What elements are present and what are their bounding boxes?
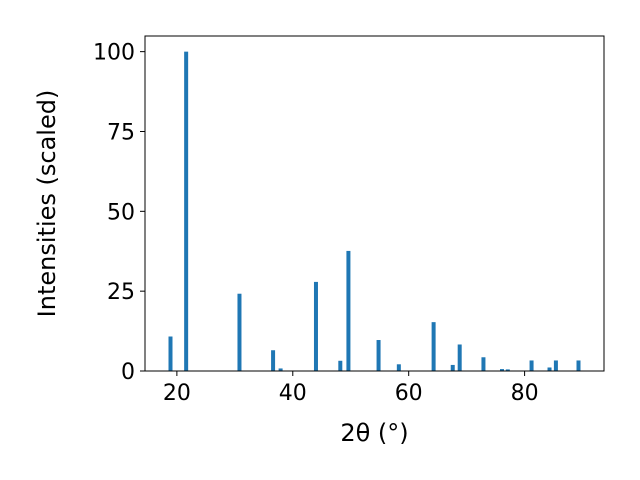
bar-17	[547, 367, 552, 371]
y-axis: 0 25 50 75 100	[93, 41, 145, 385]
bar-15	[505, 369, 510, 371]
bar-8	[376, 340, 381, 371]
bar-6	[338, 360, 343, 371]
y-tick-label: 75	[107, 120, 135, 145]
axes-frame	[144, 35, 605, 372]
x-axis-label: 2θ (°)	[340, 419, 408, 447]
y-tick-label: 50	[107, 200, 135, 225]
bar-1	[184, 51, 189, 372]
bar-0	[168, 336, 173, 371]
bar-9	[396, 364, 401, 371]
bar-16	[529, 360, 534, 371]
bar-7	[346, 250, 351, 371]
x-tick-label: 20	[163, 381, 191, 406]
y-tick-label: 25	[107, 280, 135, 305]
x-tick-label: 40	[279, 381, 307, 406]
bar-11	[450, 364, 455, 371]
plot-area	[168, 51, 581, 372]
bar-3	[271, 350, 276, 371]
bar-12	[457, 344, 462, 371]
x-tick-label: 80	[511, 381, 539, 406]
y-tick-label: 0	[121, 360, 135, 385]
x-axis: 20 40 60 80	[163, 371, 539, 406]
y-tick-label: 100	[93, 41, 135, 66]
bar-19	[576, 360, 581, 371]
bar-4	[278, 368, 283, 371]
bar-5	[313, 281, 318, 371]
bar-14	[500, 369, 504, 371]
x-tick-label: 60	[395, 381, 423, 406]
y-axis-label: Intensities (scaled)	[33, 90, 61, 318]
bar-2	[237, 293, 242, 371]
bar-18	[553, 360, 558, 371]
bar-13	[481, 357, 486, 371]
bar-10	[431, 322, 436, 371]
